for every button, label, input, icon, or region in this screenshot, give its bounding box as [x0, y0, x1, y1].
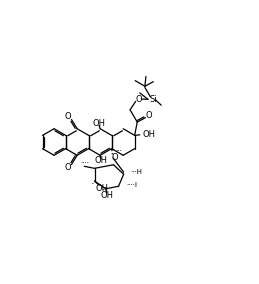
Text: OH: OH [101, 191, 114, 201]
Text: OH: OH [95, 184, 108, 193]
Text: ···: ··· [116, 148, 122, 154]
Text: OH: OH [95, 156, 108, 165]
Text: Si: Si [149, 95, 157, 104]
Text: ····I: ····I [126, 182, 137, 188]
Text: ·: · [91, 179, 95, 189]
Text: OH: OH [93, 119, 106, 128]
Text: O: O [64, 112, 71, 122]
Text: O: O [135, 95, 142, 104]
Text: O: O [111, 153, 118, 162]
Text: OH: OH [143, 130, 156, 139]
Text: ·: · [101, 185, 105, 195]
Text: O: O [64, 162, 71, 172]
Text: ····: ···· [80, 160, 89, 166]
Text: ···H: ···H [130, 169, 142, 175]
Text: O: O [146, 111, 153, 120]
